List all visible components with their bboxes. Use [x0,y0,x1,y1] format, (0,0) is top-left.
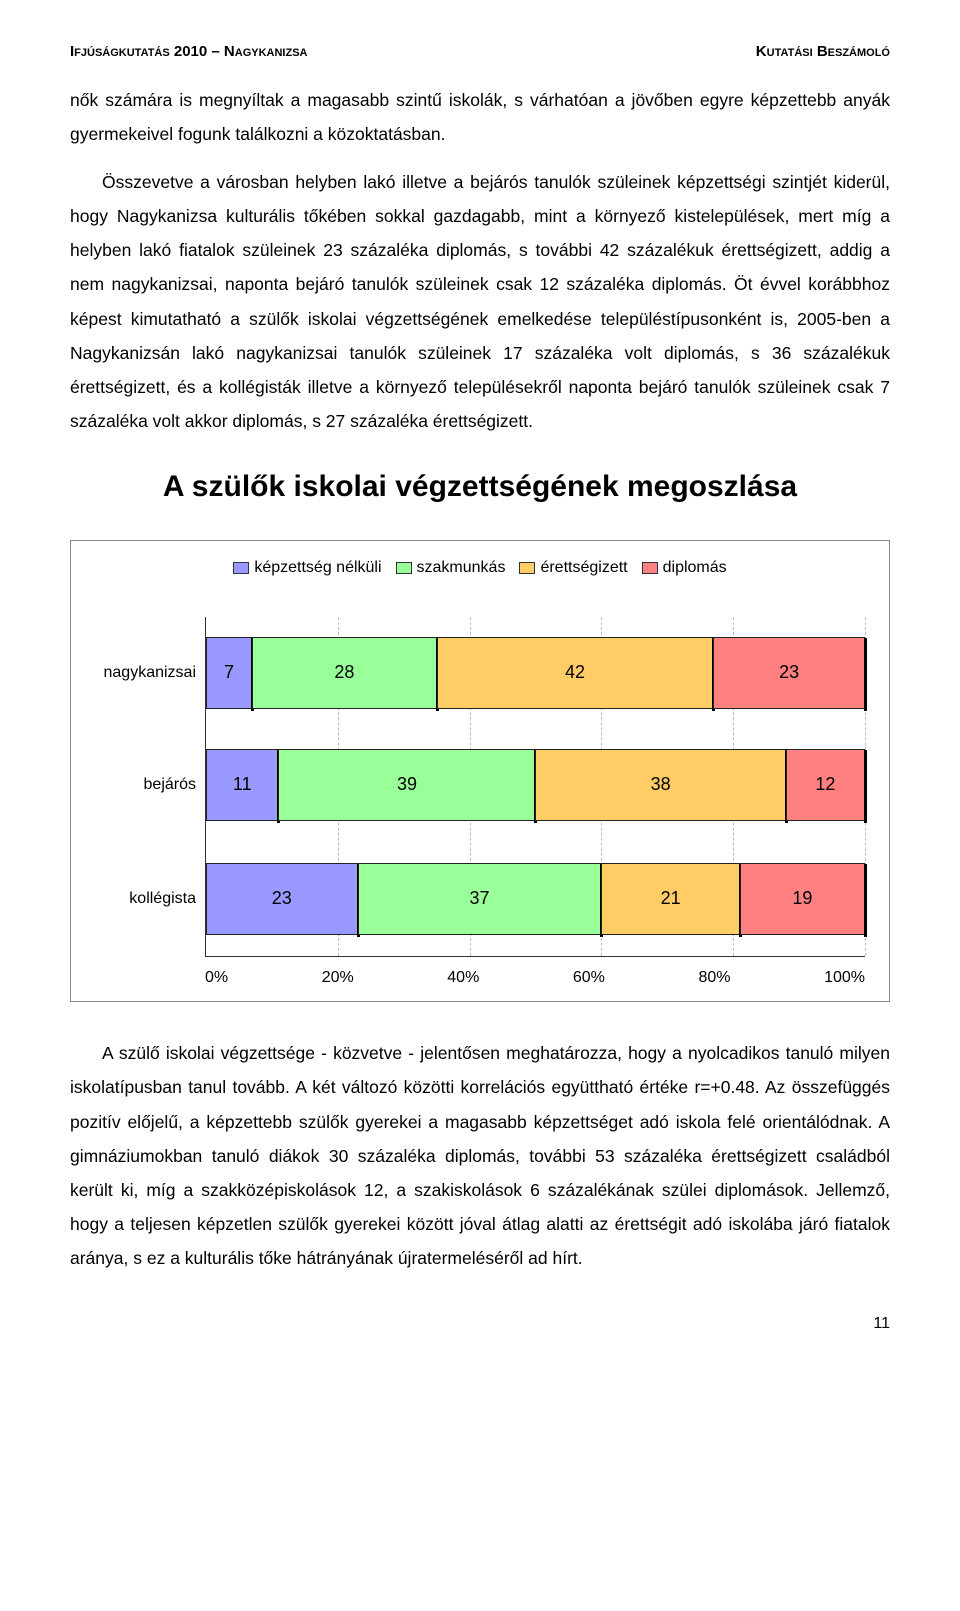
chart-plot: nagykanizsai7284223 bejárós11393812 kollég… [205,617,865,957]
header-left: Ifjúságkutatás 2010 – Nagykanizsa [70,40,307,65]
chart-row: bejárós11393812 [206,749,865,821]
chart-container: képzettség nélküli szakmunkás érettségizet… [70,540,890,1003]
bar-segment: 23 [713,637,865,709]
xtick-label: 80% [698,965,730,991]
legend-item: diplomás [642,555,727,581]
xtick-label: 20% [322,965,354,991]
chart-area: nagykanizsai7284223bejárós11393812kollég… [95,617,865,991]
legend-label: érettségizett [540,555,627,581]
chart-row: kollégista23372119 [206,863,865,935]
bar-segment: 21 [601,863,739,935]
chart-row: nagykanizsai7284223 [206,637,865,709]
bar-segment: 12 [786,749,865,821]
chart-legend: képzettség nélküli szakmunkás érettségizet… [95,555,865,581]
page-header: Ifjúságkutatás 2010 – Nagykanizsa Kutatá… [70,40,890,65]
legend-swatch [519,562,535,574]
xtick-label: 40% [447,965,479,991]
bar-segment: 42 [437,637,714,709]
legend-swatch [642,562,658,574]
category-label: bejárós [96,772,196,798]
bar-segment: 39 [278,749,535,821]
bar-segment: 11 [206,749,278,821]
legend-item: érettségizett [519,555,627,581]
chart-xaxis: 0% 20% 40% 60% 80% 100% [205,965,865,991]
bar-segment: 38 [535,749,785,821]
category-label: kollégista [96,886,196,912]
bar-segment: 28 [252,637,437,709]
legend-swatch [233,562,249,574]
bar-segment: 19 [740,863,865,935]
paragraph-1: nők számára is megnyíltak a magasabb szi… [70,83,890,151]
legend-label: képzettség nélküli [254,555,381,581]
page-number: 11 [70,1311,890,1337]
category-label: nagykanizsai [96,660,196,686]
legend-swatch [396,562,412,574]
legend-label: diplomás [663,555,727,581]
legend-item: képzettség nélküli [233,555,381,581]
bar-track: 7284223 [206,637,865,709]
header-right: Kutatási Beszámoló [756,40,890,65]
legend-item: szakmunkás [396,555,506,581]
legend-label: szakmunkás [417,555,506,581]
bar-segment: 7 [206,637,252,709]
bar-segment: 23 [206,863,358,935]
bar-track: 23372119 [206,863,865,935]
paragraph-3: A szülő iskolai végzettsége - közvetve -… [70,1036,890,1275]
bar-track: 11393812 [206,749,865,821]
chart-title: A szülők iskolai végzettségének megoszlá… [70,462,890,512]
bar-segment: 37 [358,863,602,935]
paragraph-2: Összevetve a városban helyben lakó illet… [70,165,890,438]
xtick-label: 100% [824,965,865,991]
xtick-label: 60% [573,965,605,991]
xtick-label: 0% [205,965,228,991]
